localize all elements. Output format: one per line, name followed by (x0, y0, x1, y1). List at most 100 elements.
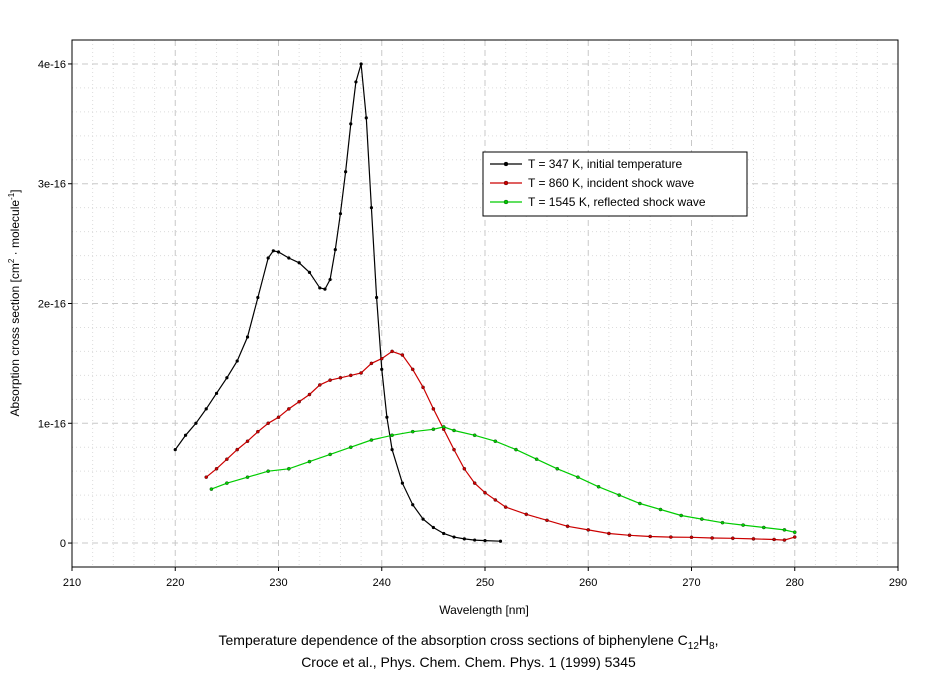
series-2-point (256, 429, 260, 434)
series-3-point (431, 427, 436, 432)
series-1-point (385, 415, 389, 419)
y-tick-label: 4e-16 (38, 59, 66, 71)
series-1-point (349, 122, 353, 126)
series-2-point (586, 528, 591, 532)
x-tick-label: 280 (786, 577, 804, 589)
series-2-point (462, 467, 467, 471)
x-tick-label: 230 (269, 577, 287, 589)
data-series (173, 62, 797, 543)
series-3-point (369, 438, 374, 442)
caption-h: H (698, 632, 710, 648)
series-1-point (323, 287, 327, 291)
series-2-point (390, 349, 394, 354)
series-2-point (545, 518, 549, 523)
series-line-2 (205, 350, 795, 541)
series-1-point (266, 256, 270, 260)
x-tick-label: 210 (63, 577, 81, 589)
series-1-point (287, 256, 291, 260)
series-1-point (271, 249, 275, 253)
series-3-point (266, 469, 270, 473)
series-3-point (209, 487, 214, 491)
x-tick-label: 270 (682, 577, 700, 589)
caption-sub-8: 8 (709, 640, 715, 652)
series-1-point (333, 248, 337, 252)
x-axis-label: Wavelength [nm] (439, 603, 529, 617)
series-1-point (183, 433, 188, 437)
series-3-point (534, 457, 539, 461)
series-1-point (328, 277, 332, 282)
series-3-point (410, 429, 415, 434)
legend: T = 347 K, initial temperature T = 860 K,… (482, 151, 748, 217)
y-tick-label: 3e-16 (38, 179, 66, 191)
legend-box (482, 151, 748, 217)
series-1-point (400, 481, 404, 485)
series-2-point (710, 536, 714, 540)
series-3-point (617, 493, 621, 497)
series-2-point (338, 376, 343, 380)
series-3-point (225, 481, 229, 485)
series-1-point (411, 503, 415, 507)
legend-label-3: T = 1545 K, reflected shock wave (528, 195, 706, 209)
series-3-point (793, 530, 797, 535)
series-1-point (256, 295, 260, 300)
series-3-point (452, 428, 456, 433)
series-2-point (772, 537, 776, 542)
series-2-point (359, 371, 363, 375)
series-1-point (173, 448, 177, 452)
legend-marker-2 (503, 180, 509, 186)
series-2-point (782, 538, 787, 542)
series-3-point (349, 445, 353, 449)
series-1-point (235, 359, 239, 363)
y-axis-label: Absorption cross section [cm2 · molecule… (7, 189, 22, 416)
y-tick-label: 0 (60, 538, 66, 550)
y-axis-label-mid: · molecule (8, 200, 22, 259)
series-1-point (204, 407, 208, 411)
series-3-point (307, 459, 312, 464)
legend-label-1: T = 347 K, initial temperature (528, 157, 683, 171)
series-2-point (318, 383, 322, 387)
series-1-point (318, 286, 322, 290)
x-tick-label: 290 (889, 577, 907, 589)
x-tick-label: 220 (166, 577, 184, 589)
y-axis-ticks: 0 1e-16 2e-16 3e-16 4e-16 (38, 59, 72, 550)
series-3-point (555, 467, 560, 471)
x-tick-label: 240 (373, 577, 391, 589)
series-2-point (607, 531, 611, 536)
series-3-point (472, 433, 477, 437)
series-3-point (762, 525, 766, 530)
series-3-point (493, 439, 498, 443)
series-3-point (720, 520, 725, 525)
series-2-point (266, 421, 270, 426)
figure-caption-line2: Croce et al., Phys. Chem. Chem. Phys. 1 … (301, 654, 636, 670)
series-2-point (627, 533, 632, 538)
series-2-point (410, 367, 415, 372)
series-2-point (287, 407, 291, 411)
series-1-point (338, 212, 343, 216)
series-3-point (328, 452, 332, 457)
series-1-point (276, 250, 281, 254)
series-2-point (565, 524, 570, 529)
series-2-point (648, 534, 652, 539)
x-axis-ticks: 210 220 230 240 250 260 270 280 290 (63, 567, 907, 589)
series-1-point (225, 376, 229, 380)
series-2-point (421, 385, 425, 390)
series-1-point (421, 517, 425, 521)
series-3-point (638, 501, 642, 506)
series-2-point (483, 490, 487, 495)
caption-prefix: Temperature dependence of the absorption… (218, 632, 688, 648)
grid-lines (72, 40, 898, 567)
series-2-point (503, 505, 508, 509)
series-2-point (472, 481, 477, 485)
y-axis-label-prefix: Absorption cross section [cm (8, 263, 22, 416)
series-2-point (235, 447, 239, 452)
caption-comma: , (714, 632, 719, 648)
series-1-point (462, 537, 466, 541)
series-2-point (204, 475, 208, 479)
series-3-point (576, 475, 580, 479)
y-tick-label: 1e-16 (38, 418, 66, 430)
legend-marker-1 (503, 161, 509, 167)
series-2-point (307, 392, 312, 397)
series-2-point (793, 535, 797, 539)
series-1-point (431, 525, 435, 530)
series-1-point (194, 421, 198, 425)
